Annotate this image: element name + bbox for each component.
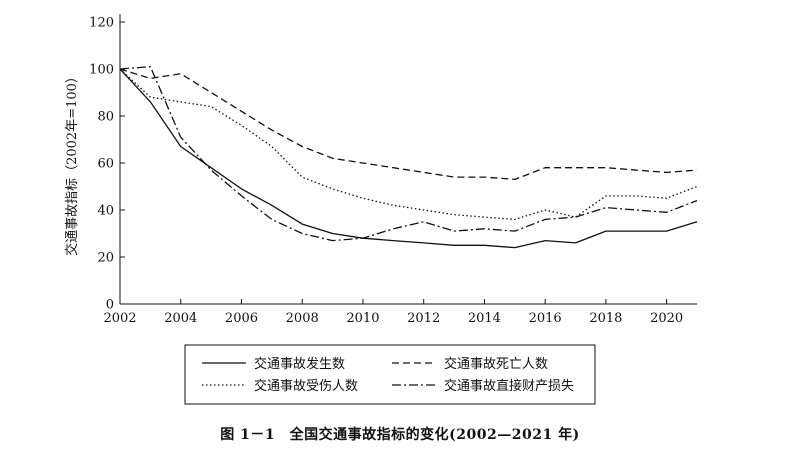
y-tick-label: 120 — [89, 16, 114, 31]
figure-caption: 图 1－1 全国交通事故指标的变化(2002—2021 年) — [220, 427, 580, 443]
axes: 0 20 40 60 80 100 120 2002 2004 2006 2008 2010 2012 2… — [89, 14, 697, 326]
legend-label-1: 交通事故发生数 — [254, 356, 345, 372]
y-tick-label: 80 — [97, 110, 114, 125]
y-tick-label: 40 — [97, 204, 114, 219]
x-tick-label: 2006 — [225, 311, 258, 326]
series-line-2 — [119, 68, 698, 181]
x-tick-label: 2016 — [529, 311, 562, 326]
x-tick-label: 2004 — [164, 311, 197, 326]
x-tick-label: 2018 — [589, 311, 622, 326]
series-line-1 — [119, 68, 698, 249]
series-layer — [119, 66, 698, 249]
x-tick-label: 2012 — [407, 311, 440, 326]
legend-label-4: 交通事故直接财产损失 — [444, 378, 574, 394]
x-tick-label: 2014 — [468, 311, 501, 326]
legend-label-2: 交通事故死亡人数 — [444, 356, 548, 372]
y-tick-label: 60 — [97, 157, 114, 172]
legend-label-3: 交通事故受伤人数 — [254, 378, 358, 394]
x-tick-label: 2020 — [650, 311, 683, 326]
series-line-4 — [119, 66, 698, 242]
x-tick-label: 2008 — [286, 311, 319, 326]
series-line-3 — [119, 68, 698, 221]
legend-box — [184, 344, 596, 405]
y-tick-label: 100 — [89, 63, 114, 78]
y-axis-label: 交通事故指标（2002年=100） — [64, 70, 80, 256]
y-tick-label: 0 — [106, 298, 114, 313]
y-tick-label: 20 — [97, 251, 114, 266]
x-tick-label: 2002 — [103, 311, 136, 326]
x-tick-label: 2010 — [346, 311, 379, 326]
